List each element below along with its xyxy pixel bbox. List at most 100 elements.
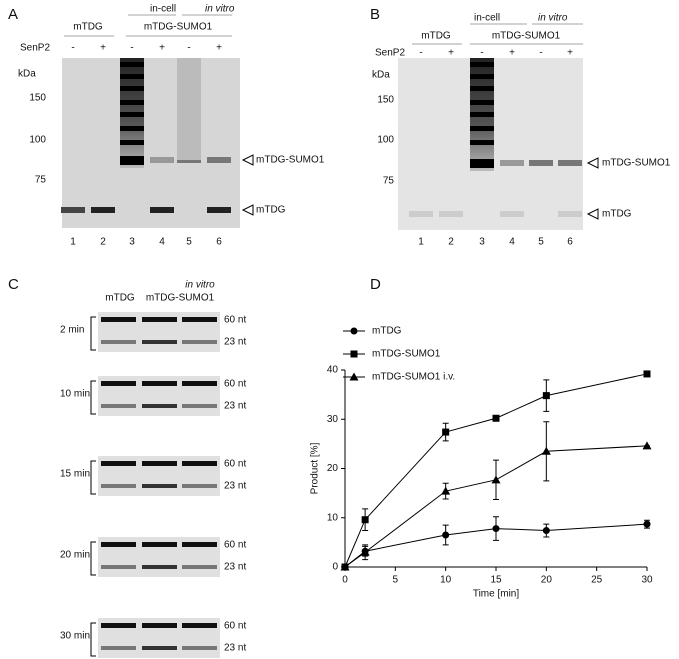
smear <box>177 58 201 160</box>
header: mTDG-SUMO1 <box>144 22 213 33</box>
band-label: 23 nt <box>224 481 246 492</box>
band <box>439 211 463 217</box>
lane-number: 4 <box>159 237 165 248</box>
point <box>350 350 358 358</box>
legend-label: mTDG-SUMO1 <box>372 349 441 360</box>
band <box>142 461 177 466</box>
sign: - <box>130 43 133 54</box>
point <box>492 414 500 422</box>
bracket <box>90 380 96 415</box>
band <box>470 100 494 105</box>
point <box>349 372 359 381</box>
time-label: 30 min <box>60 631 90 642</box>
point <box>492 525 500 533</box>
bracket <box>90 316 96 351</box>
band <box>61 207 85 213</box>
band <box>150 207 174 213</box>
band <box>207 207 231 213</box>
lane-number: 3 <box>479 237 485 248</box>
sign: + <box>509 48 515 59</box>
band <box>142 381 177 386</box>
time-label: 15 min <box>60 469 90 480</box>
x-tick-label: 0 <box>342 575 348 586</box>
band <box>142 542 177 547</box>
band <box>500 160 524 166</box>
band <box>500 211 524 217</box>
gel <box>62 58 240 228</box>
y-tick-label: 0 <box>332 562 338 573</box>
point <box>643 370 651 378</box>
y-tick-label: 30 <box>327 414 339 425</box>
point <box>491 475 501 484</box>
enzyme-label: SenP2 <box>20 43 50 54</box>
arrowhead <box>241 204 254 216</box>
band-label: 60 nt <box>224 459 246 470</box>
point <box>542 392 550 400</box>
panel-label: D <box>370 276 381 293</box>
band <box>182 565 217 569</box>
band-label: 23 nt <box>224 562 246 573</box>
band-label: 23 nt <box>224 401 246 412</box>
unit-label: kDa <box>372 70 390 81</box>
band-label: mTDG <box>602 209 632 220</box>
sign: + <box>448 48 454 59</box>
time-label: 2 min <box>60 325 84 336</box>
header: mTDG <box>421 31 451 42</box>
band <box>150 157 174 163</box>
band-label: mTDG-SUMO1 <box>602 158 671 169</box>
band <box>120 62 144 67</box>
series-line <box>344 373 648 568</box>
band <box>182 340 217 344</box>
sign: + <box>567 48 573 59</box>
band <box>120 86 144 91</box>
marker-label: 150 <box>377 95 394 106</box>
legend-label: mTDG-SUMO1 i.v. <box>372 372 455 383</box>
band <box>120 112 144 117</box>
band <box>470 62 494 67</box>
point <box>442 428 450 436</box>
band <box>101 565 136 569</box>
sign: - <box>480 48 483 59</box>
band <box>470 126 494 131</box>
band <box>142 565 177 569</box>
point <box>541 446 551 455</box>
band <box>91 207 115 213</box>
header: mTDG <box>73 22 103 33</box>
band <box>182 461 217 466</box>
x-tick-label: 30 <box>641 575 653 586</box>
band <box>182 381 217 386</box>
band <box>470 74 494 79</box>
band <box>101 646 136 650</box>
band <box>101 484 136 488</box>
band <box>470 86 494 91</box>
band <box>142 340 177 344</box>
point <box>643 520 651 528</box>
band <box>529 160 553 166</box>
band <box>182 404 217 408</box>
band <box>558 211 582 217</box>
band <box>101 381 136 386</box>
arrowhead <box>586 157 599 169</box>
header: mTDG <box>105 293 135 304</box>
band <box>558 160 582 166</box>
point <box>361 516 369 524</box>
arrowhead <box>586 208 599 220</box>
band <box>409 211 433 217</box>
sign: - <box>419 48 422 59</box>
lane-number: 5 <box>186 237 192 248</box>
band <box>120 74 144 79</box>
point <box>360 547 370 556</box>
band <box>101 461 136 466</box>
point <box>340 562 350 571</box>
point <box>441 486 451 495</box>
band <box>120 156 144 165</box>
band <box>101 340 136 344</box>
x-tick-label: 15 <box>490 575 502 586</box>
band <box>142 317 177 322</box>
band-label: 60 nt <box>224 540 246 551</box>
enzyme-label: SenP2 <box>375 48 405 59</box>
sign: - <box>539 48 542 59</box>
header: in vitro <box>538 13 568 24</box>
x-tick-label: 25 <box>591 575 603 586</box>
lane-number: 6 <box>216 237 222 248</box>
